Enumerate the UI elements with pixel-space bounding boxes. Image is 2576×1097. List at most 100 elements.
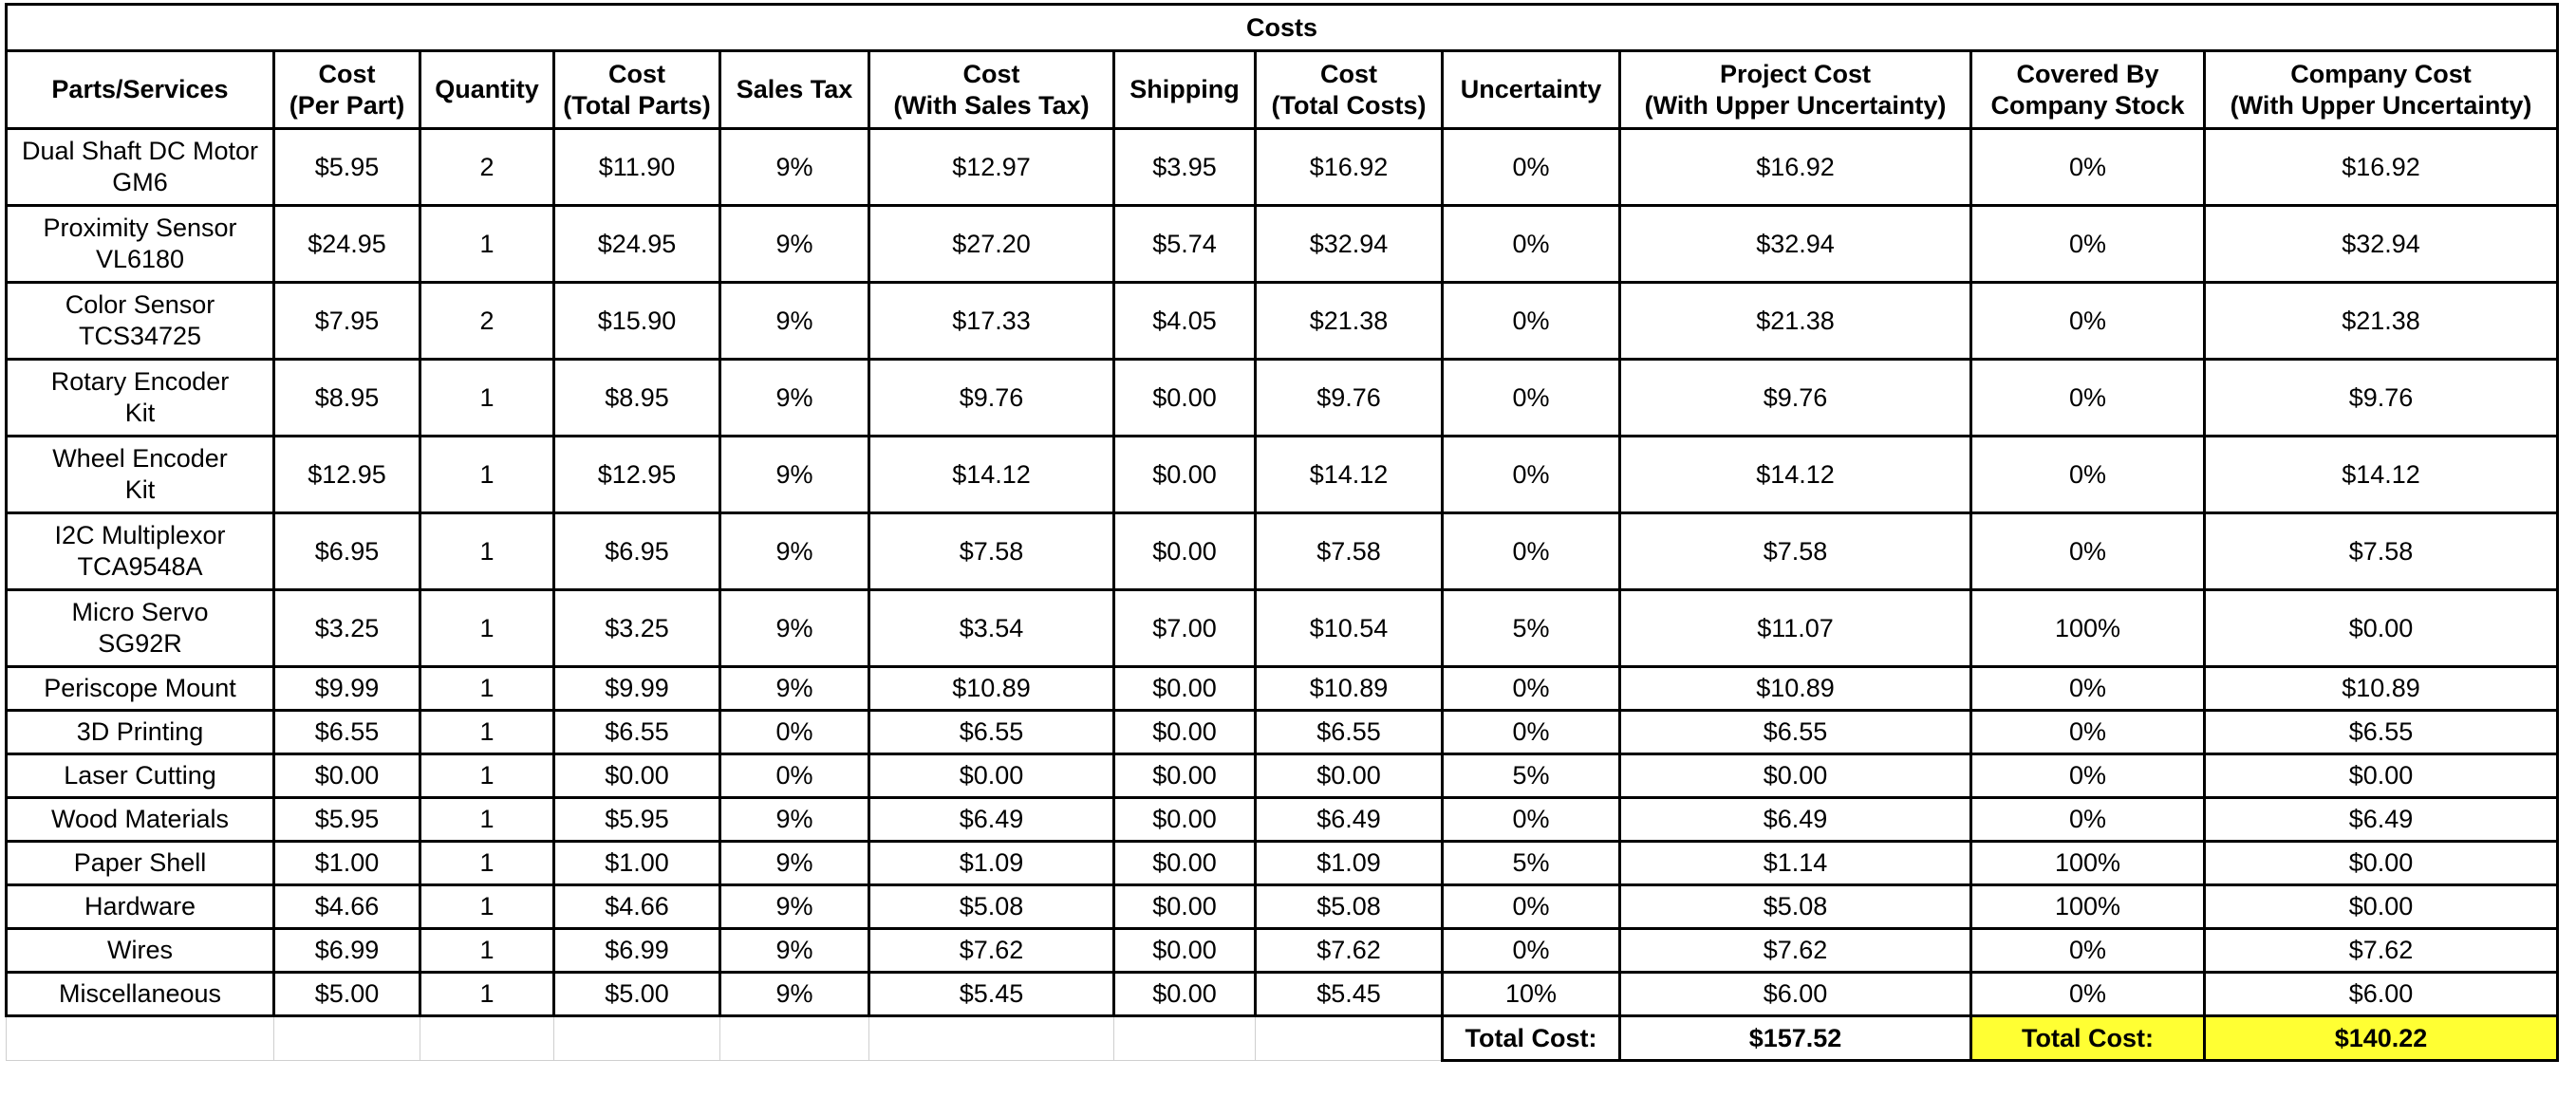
cost-total-parts-cell: $0.00 bbox=[552, 753, 721, 799]
part-name-cell: 3D Printing bbox=[5, 709, 275, 755]
totals-row: Total Cost: $157.52 Total Cost: $140.22 bbox=[6, 1014, 2559, 1062]
cell-text-line: Kit bbox=[124, 399, 156, 427]
cost-per-part-cell: $1.00 bbox=[272, 840, 421, 886]
company-cost-cell: $0.00 bbox=[2203, 840, 2559, 886]
company-cost-cell: $16.92 bbox=[2203, 127, 2559, 207]
cost-per-part-cell: $8.95 bbox=[272, 358, 421, 437]
table-row: Wires $6.99 1 $6.99 9% $7.62 $0.00 $7.62 0% $7.62… bbox=[5, 927, 2559, 974]
table-row: Wood Materials $5.95 1 $5.95 9% $6.49 $0.00 $6.… bbox=[5, 796, 2559, 843]
cost-total-costs-cell: $7.58 bbox=[1254, 511, 1444, 591]
quantity-cell: 1 bbox=[419, 840, 555, 886]
cell-text-line: Hardware bbox=[84, 892, 196, 920]
quantity-cell: 1 bbox=[419, 511, 555, 591]
covered-by-company-stock-cell: 0% bbox=[1969, 796, 2206, 843]
cell-text-line: Sales Tax bbox=[736, 75, 853, 103]
cell-text-line: Cost bbox=[318, 59, 376, 88]
part-name-cell: Paper Shell bbox=[5, 840, 275, 886]
cell-text-line: Company Cost bbox=[2290, 59, 2472, 88]
sales-tax-cell: 9% bbox=[719, 281, 870, 361]
part-name-cell: I2C Multiplexor TCA9548A bbox=[5, 511, 275, 591]
company-cost-cell: $21.38 bbox=[2203, 281, 2559, 361]
cell-text-line: (Per Part) bbox=[289, 90, 405, 120]
covered-by-company-stock-cell: 0% bbox=[1969, 665, 2206, 712]
uncertainty-cell: 5% bbox=[1441, 588, 1621, 668]
quantity-cell: 1 bbox=[419, 588, 555, 668]
empty-cell bbox=[1113, 1015, 1256, 1061]
project-cost-cell: $5.08 bbox=[1618, 883, 1972, 930]
cell-text-line: Cost bbox=[608, 59, 665, 88]
shipping-cell: $0.00 bbox=[1112, 971, 1257, 1017]
company-cost-cell: $14.12 bbox=[2203, 435, 2559, 514]
cell-text-line: Cost bbox=[1320, 59, 1377, 88]
table-row: Dual Shaft DC Motor GM6 $5.95 2 $11.90 9% $12.… bbox=[5, 127, 2559, 207]
cell-text-line: GM6 bbox=[112, 168, 168, 196]
company-total-label: Total Cost: bbox=[1969, 1014, 2206, 1062]
uncertainty-cell: 0% bbox=[1441, 281, 1621, 361]
part-name-cell: Hardware bbox=[5, 883, 275, 930]
covered-by-company-stock-cell: 100% bbox=[1969, 883, 2206, 930]
sales-tax-cell: 0% bbox=[719, 709, 870, 755]
uncertainty-cell: 0% bbox=[1441, 358, 1621, 437]
table-row: Hardware $4.66 1 $4.66 9% $5.08 $0.00 $5.08 0% $5… bbox=[5, 883, 2559, 930]
cell-text-line: Color Sensor bbox=[65, 290, 215, 319]
uncertainty-cell: 0% bbox=[1441, 511, 1621, 591]
empty-cell bbox=[273, 1015, 420, 1061]
uncertainty-cell: 0% bbox=[1441, 204, 1621, 284]
quantity-cell: 1 bbox=[419, 753, 555, 799]
part-name-cell: Wood Materials bbox=[5, 796, 275, 843]
cost-total-costs-cell: $16.92 bbox=[1254, 127, 1444, 207]
empty-cell bbox=[6, 1015, 274, 1061]
project-cost-cell: $14.12 bbox=[1618, 435, 1972, 514]
uncertainty-cell: 0% bbox=[1441, 127, 1621, 207]
sales-tax-cell: 9% bbox=[719, 840, 870, 886]
header-cost-total-parts: Cost (Total Parts) bbox=[552, 49, 721, 130]
uncertainty-cell: 0% bbox=[1441, 927, 1621, 974]
header-company-cost: Company Cost (With Upper Uncertainty) bbox=[2203, 49, 2559, 130]
project-cost-cell: $11.07 bbox=[1618, 588, 1972, 668]
header-cost-total-costs: Cost (Total Costs) bbox=[1254, 49, 1444, 130]
header-shipping: Shipping bbox=[1112, 49, 1257, 130]
shipping-cell: $4.05 bbox=[1112, 281, 1257, 361]
cell-text-line: (With Sales Tax) bbox=[893, 90, 1090, 120]
cell-text-line: Micro Servo bbox=[71, 598, 209, 626]
cost-total-costs-cell: $5.08 bbox=[1254, 883, 1444, 930]
shipping-cell: $0.00 bbox=[1112, 665, 1257, 712]
cell-text-line: Company Stock bbox=[1990, 90, 2185, 120]
cell-text-line: Wires bbox=[107, 936, 173, 964]
table-row: Micro Servo SG92R $3.25 1 $3.25 9% $3.54 $7.00 $… bbox=[5, 588, 2559, 668]
cost-per-part-cell: $24.95 bbox=[272, 204, 421, 284]
cost-per-part-cell: $5.95 bbox=[272, 127, 421, 207]
sales-tax-cell: 9% bbox=[719, 883, 870, 930]
project-cost-cell: $6.00 bbox=[1618, 971, 1972, 1017]
company-cost-cell: $7.62 bbox=[2203, 927, 2559, 974]
company-cost-cell: $0.00 bbox=[2203, 753, 2559, 799]
part-name-cell: Wires bbox=[5, 927, 275, 974]
project-cost-cell: $7.62 bbox=[1618, 927, 1972, 974]
cost-total-parts-cell: $9.99 bbox=[552, 665, 721, 712]
empty-cell bbox=[420, 1015, 554, 1061]
cost-total-parts-cell: $3.25 bbox=[552, 588, 721, 668]
sales-tax-cell: 9% bbox=[719, 665, 870, 712]
cost-total-parts-cell: $6.99 bbox=[552, 927, 721, 974]
header-sales-tax: Sales Tax bbox=[719, 49, 870, 130]
company-cost-cell: $6.49 bbox=[2203, 796, 2559, 843]
sales-tax-cell: 9% bbox=[719, 588, 870, 668]
cost-total-costs-cell: $6.55 bbox=[1254, 709, 1444, 755]
quantity-cell: 1 bbox=[419, 796, 555, 843]
cost-with-sales-tax-cell: $10.89 bbox=[868, 665, 1115, 712]
cell-text-line: I2C Multiplexor bbox=[54, 521, 226, 549]
table-row: Proximity Sensor VL6180 $24.95 1 $24.95 9% $27… bbox=[5, 204, 2559, 284]
empty-cell bbox=[1255, 1015, 1443, 1061]
cost-with-sales-tax-cell: $7.58 bbox=[868, 511, 1115, 591]
cell-text-line: Wood Materials bbox=[50, 805, 230, 833]
shipping-cell: $0.00 bbox=[1112, 511, 1257, 591]
cell-text-line: VL6180 bbox=[95, 245, 185, 273]
shipping-cell: $3.95 bbox=[1112, 127, 1257, 207]
sales-tax-cell: 9% bbox=[719, 796, 870, 843]
cost-with-sales-tax-cell: $1.09 bbox=[868, 840, 1115, 886]
cost-with-sales-tax-cell: $3.54 bbox=[868, 588, 1115, 668]
uncertainty-cell: 0% bbox=[1441, 709, 1621, 755]
cost-per-part-cell: $3.25 bbox=[272, 588, 421, 668]
covered-by-company-stock-cell: 0% bbox=[1969, 753, 2206, 799]
covered-by-company-stock-cell: 0% bbox=[1969, 971, 2206, 1017]
